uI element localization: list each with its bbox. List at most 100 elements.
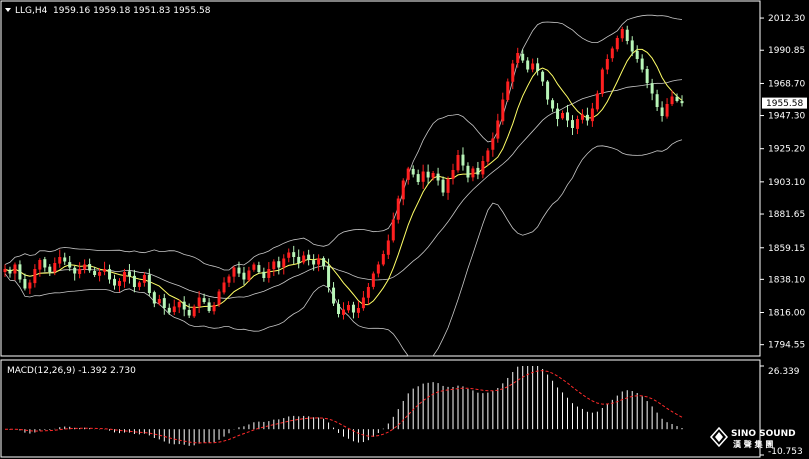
candle-body <box>496 120 500 139</box>
candle-body <box>536 63 540 71</box>
candle-body <box>48 266 52 272</box>
candle-body <box>660 107 664 116</box>
candle-body <box>117 281 121 286</box>
candle-body <box>232 267 236 277</box>
candle-body <box>147 274 151 293</box>
candle-body <box>68 262 72 268</box>
candle-body <box>322 258 326 266</box>
candle-body <box>635 50 639 59</box>
candle-body <box>356 308 360 313</box>
ma-line <box>4 48 683 308</box>
candle-body <box>43 259 47 268</box>
candle-body <box>302 255 306 263</box>
candle-body <box>252 264 256 270</box>
candle-body <box>152 292 156 304</box>
candle-body <box>511 63 515 82</box>
candle-body <box>267 269 271 278</box>
candle-body <box>142 275 146 283</box>
sino-sound-watermark: SINO SOUND 漢 聲 集 團 <box>709 426 796 449</box>
candle-body <box>312 260 316 265</box>
price-tick-label: 2012.30 <box>768 14 805 24</box>
triangle-down-icon[interactable] <box>5 8 11 12</box>
candle-body <box>421 171 425 182</box>
candle-body <box>73 267 77 274</box>
candle-body <box>566 112 570 121</box>
candle-body <box>127 271 131 277</box>
candle-body <box>451 170 455 179</box>
candle-body <box>242 272 246 280</box>
candle-body <box>187 309 191 316</box>
candle-body <box>58 257 62 264</box>
candle-body <box>282 258 286 268</box>
candle-body <box>13 264 17 274</box>
price-tick-label: 1859.15 <box>768 244 805 254</box>
candle-body <box>481 161 485 175</box>
candle-body <box>620 29 624 39</box>
candle-body <box>650 83 654 94</box>
candle-body <box>83 264 87 270</box>
candle-body <box>78 269 82 274</box>
candle-body <box>351 304 355 313</box>
candle-body <box>63 257 67 262</box>
price-tick-label: 1903.10 <box>768 178 805 188</box>
main-chart-frame <box>0 0 761 357</box>
symbol-label: LLG,H4 <box>15 6 48 16</box>
candle-body <box>376 264 380 274</box>
price-tick-label: 1816.00 <box>768 309 805 319</box>
candle-body <box>570 120 574 128</box>
candle-body <box>262 271 266 278</box>
candle-body <box>670 96 674 105</box>
price-tick-label: 1947.30 <box>768 112 805 122</box>
svg-text:1955.58: 1955.58 <box>766 99 803 109</box>
candle-body <box>297 256 301 263</box>
candle-body <box>431 173 435 178</box>
candle-body <box>132 275 136 287</box>
candle-body <box>162 298 166 308</box>
upper-band <box>4 14 683 271</box>
candle-body <box>18 264 22 280</box>
candle-body <box>332 287 336 304</box>
candle-body <box>337 304 341 314</box>
candle-body <box>461 154 465 166</box>
watermark-subtitle: 漢 聲 集 團 <box>733 439 773 449</box>
candle-body <box>108 269 112 280</box>
candle-body <box>192 306 196 317</box>
candle-body <box>277 261 281 268</box>
candle-body <box>561 113 565 119</box>
candle-body <box>222 282 226 293</box>
price-tick-label: 1838.10 <box>768 275 805 285</box>
macd-signal-line <box>4 370 683 444</box>
candle-body <box>23 278 27 289</box>
watermark-brand: SINO SOUND <box>731 429 796 439</box>
candle-body <box>386 240 390 255</box>
candle-body <box>680 101 684 104</box>
macd-histogram <box>9 366 683 446</box>
candle-body <box>182 301 186 310</box>
candle-body <box>93 270 97 275</box>
price-tick-label: 1881.65 <box>768 210 805 220</box>
candle-body <box>327 266 331 287</box>
candle-body <box>645 68 649 83</box>
candle-body <box>526 60 530 70</box>
candle-body <box>202 298 206 302</box>
candle-body <box>98 272 102 276</box>
candle-body <box>665 104 669 117</box>
candle-body <box>476 167 480 175</box>
candle-body <box>531 63 535 70</box>
price-tick-label: 1794.55 <box>768 341 805 351</box>
candle-body <box>516 53 520 63</box>
candle-body <box>381 254 385 265</box>
candle-body <box>207 302 211 311</box>
candle-body <box>585 114 589 121</box>
candle-body <box>580 114 584 120</box>
candle-body <box>33 269 37 284</box>
candle-body <box>426 171 430 178</box>
middle-band <box>4 79 683 299</box>
candle-body <box>247 270 251 280</box>
candle-body <box>640 58 644 70</box>
candle-body <box>501 99 505 122</box>
candle-body <box>113 278 117 286</box>
candle-body <box>600 69 604 94</box>
macd-signal <box>4 370 683 444</box>
